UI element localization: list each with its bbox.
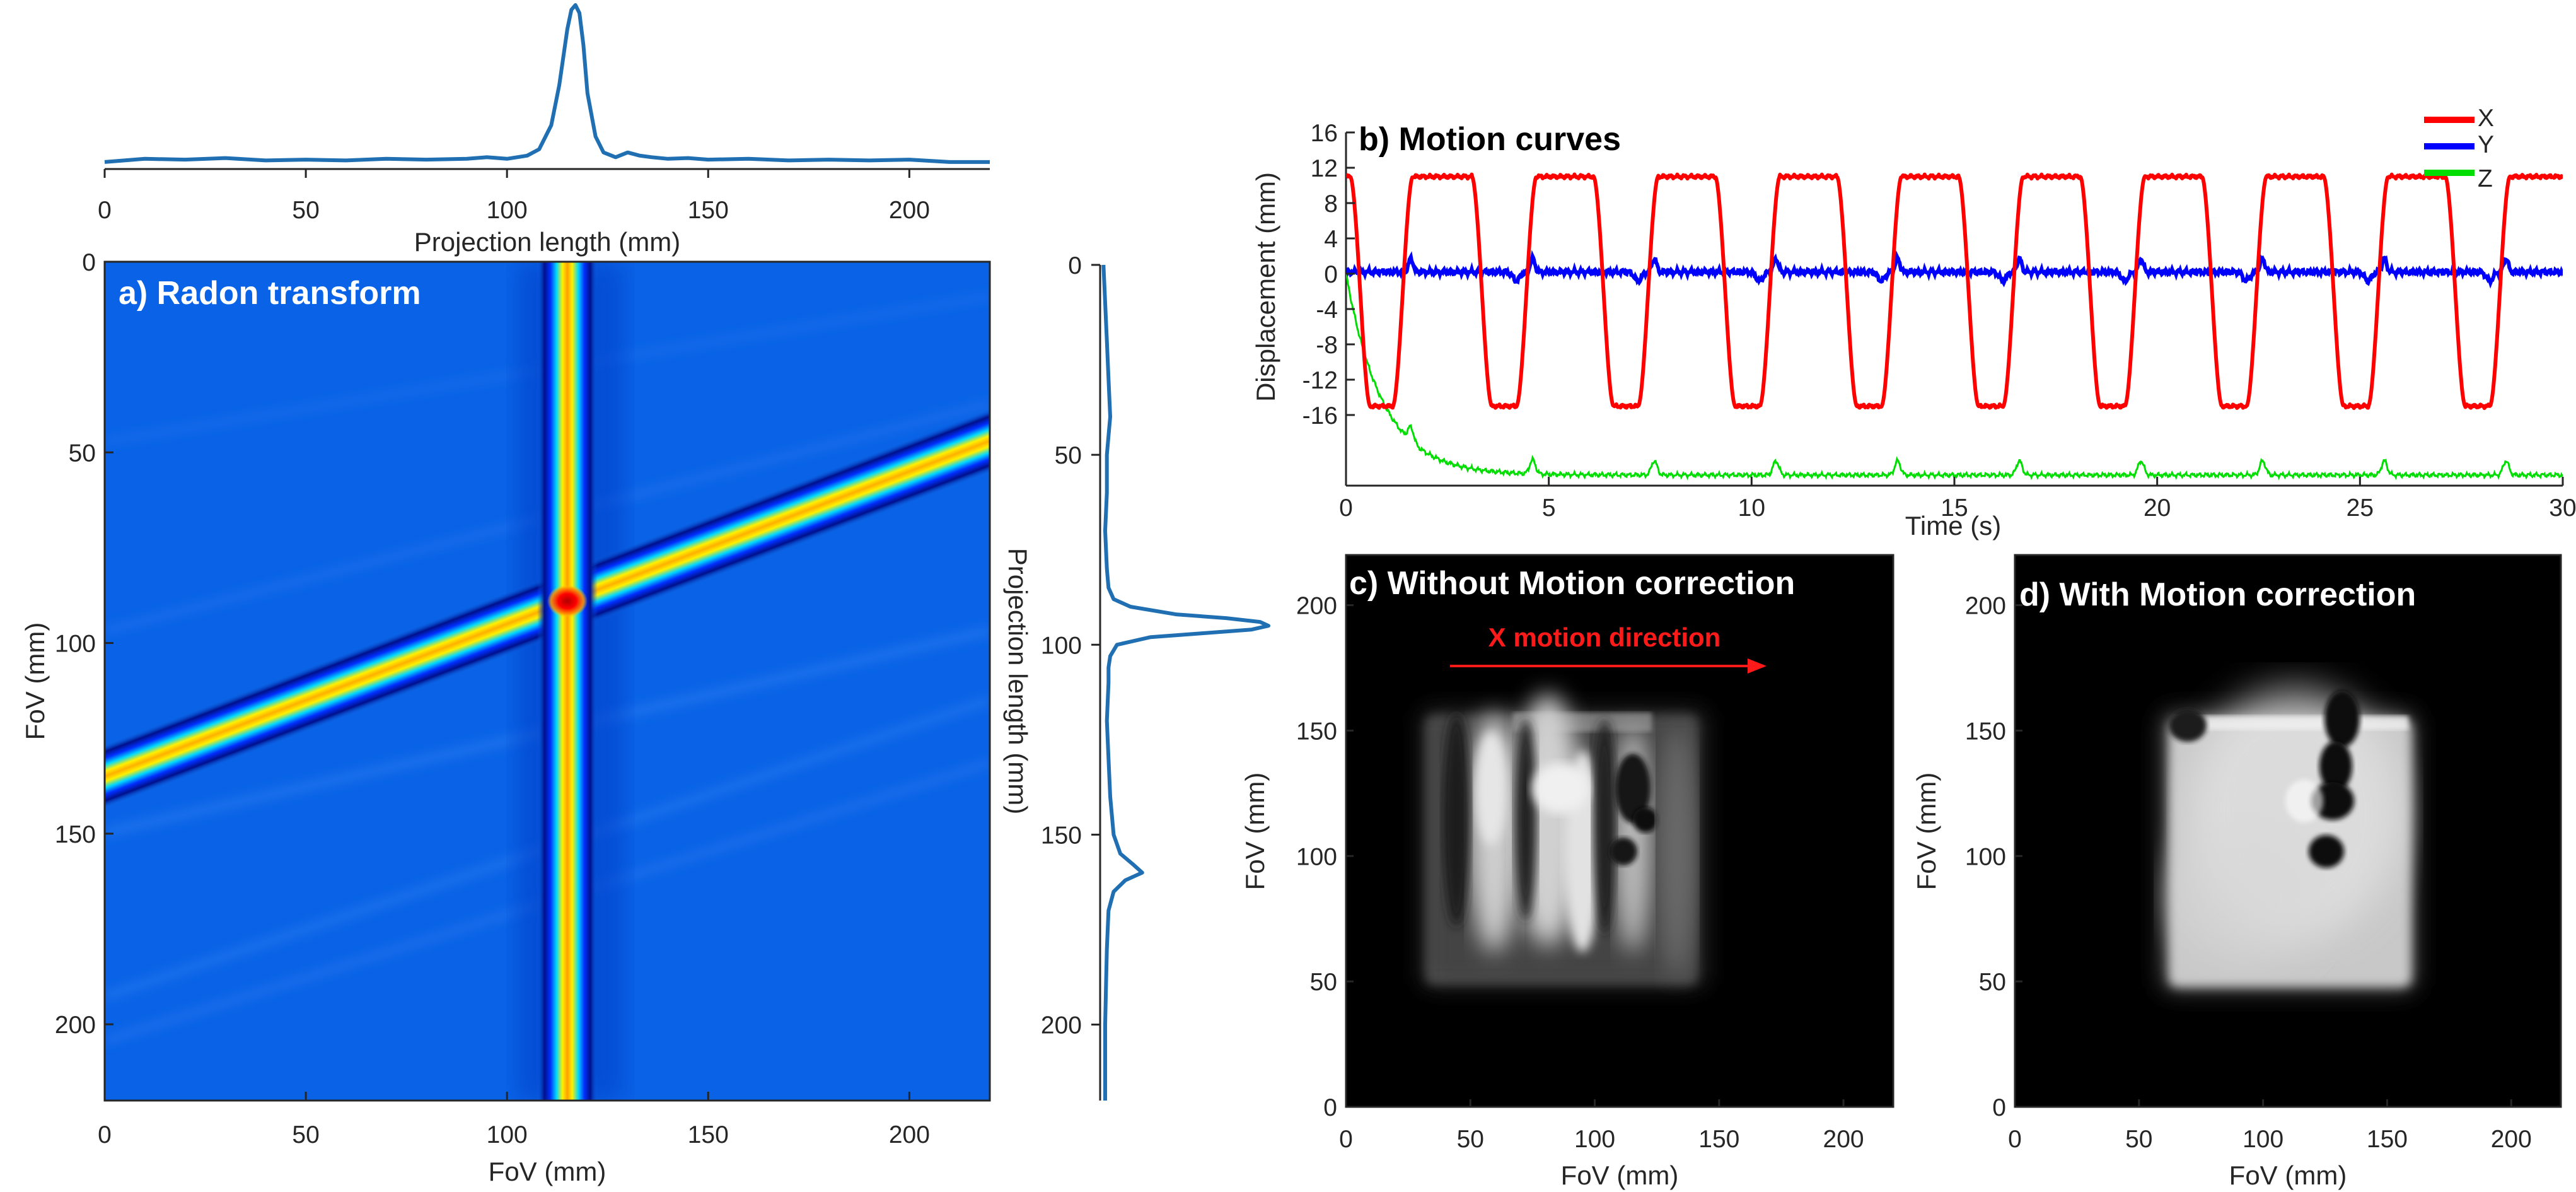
panel-c-ticks-y-tick-label: 100	[1296, 843, 1337, 870]
right-profile-tick-label: 50	[1055, 442, 1082, 469]
panel-d-ticks-x-tick-label: 0	[2008, 1126, 2022, 1153]
motion-y-tick-label: -12	[1303, 367, 1338, 394]
right-projection-profile: 0 50 100 150 200 Projection length (mm)	[1003, 252, 1270, 1101]
motion-y-tick-label: 12	[1311, 155, 1338, 182]
right-profile-tick-label: 200	[1041, 1012, 1082, 1039]
motion-series-z	[1346, 273, 2563, 481]
radon-y-tick-label: 100	[55, 631, 96, 658]
top-profile-tick-label: 100	[487, 197, 528, 224]
panel-d-ticks-y-tick-label: 100	[1965, 843, 2006, 870]
motion-y-tick-label: 8	[1324, 190, 1338, 218]
radon-ylabel: FoV (mm)	[20, 622, 50, 740]
radon-x-tick-label: 150	[688, 1121, 729, 1148]
panel-c-ticks-x-tick-label: 0	[1339, 1126, 1353, 1153]
motion-x-tick-label: 5	[1542, 494, 1556, 522]
panel-d-ticks-y-tick-label: 200	[1965, 593, 2006, 620]
panel-c-frame	[1345, 554, 1894, 1108]
panel-c-ticks-y-tick-label: 0	[1323, 1094, 1337, 1121]
radon-x-tick-label: 50	[292, 1121, 319, 1148]
panel-d-ticks-y-tick-label: 50	[1979, 969, 2006, 996]
panel-c-phantom-image	[1422, 694, 1705, 987]
panel-d-xlabel: FoV (mm)	[2229, 1160, 2347, 1190]
legend-x-label: X	[2478, 105, 2494, 132]
panel-d-title: d) With Motion correction	[2019, 576, 2416, 613]
top-profile-curve	[104, 3, 990, 164]
x-motion-arrow-head	[1748, 658, 1767, 674]
panel-d-ticks-x-tick-label: 100	[2242, 1126, 2283, 1153]
top-profile-tick-label: 0	[98, 197, 112, 224]
right-profile-curve	[1101, 264, 1270, 1101]
right-profile-tick-label: 150	[1041, 822, 1082, 849]
motion-curves-panel: 0 5 10 15 20 25 30 16 12 8 4 0 -4 -8 -12 -16 b) Motion …	[1251, 105, 2576, 540]
panel-c-ticks-x-tick-label: 50	[1457, 1126, 1484, 1153]
panel-c-title: c) Without Motion correction	[1349, 565, 1795, 602]
radon-y-tick-label: 0	[82, 249, 96, 276]
radon-x-tick-label: 0	[98, 1121, 112, 1148]
motion-y-tick-label: 16	[1311, 120, 1338, 147]
radon-vertical-line	[537, 262, 598, 1101]
motion-title: b) Motion curves	[1359, 121, 1621, 158]
panel-c-ticks-x-tick-label: 150	[1698, 1126, 1739, 1153]
top-projection-profile: 0 50 100 150 200 Projection length (mm)	[98, 3, 990, 257]
panel-d-phantom-image	[2162, 687, 2415, 990]
panel-d-ticks-x-tick-label: 50	[2125, 1126, 2152, 1153]
motion-y-tick-label: 0	[1324, 261, 1338, 288]
motion-x-tick-label: 10	[1738, 494, 1765, 522]
motion-legend: X Y Z	[2424, 105, 2494, 192]
panel-c-ylabel: FoV (mm)	[1240, 773, 1270, 891]
x-motion-annotation: X motion direction	[1450, 622, 1767, 674]
motion-x-tick-label: 25	[2347, 494, 2374, 522]
right-profile-ylabel: Projection length (mm)	[1003, 548, 1033, 814]
right-profile-tick-label: 100	[1041, 632, 1082, 659]
motion-ylabel: Displacement (mm)	[1251, 172, 1280, 402]
panel-c-ticks-x-tick-label: 200	[1823, 1126, 1864, 1153]
motion-x-tick-label: 20	[2144, 494, 2171, 522]
motion-y-tick-label: -16	[1303, 402, 1338, 429]
panel-d-ylabel: FoV (mm)	[1912, 773, 1941, 891]
radon-xlabel: FoV (mm)	[489, 1157, 606, 1186]
radon-x-tick-label: 100	[487, 1121, 528, 1148]
radon-y-tick-label: 50	[69, 440, 96, 467]
panel-d-ticks-x-tick-label: 150	[2367, 1126, 2408, 1153]
legend-z-label: Z	[2478, 165, 2493, 192]
with-correction-panel: d) With Motion correction 0 50 100 150 200 20…	[1912, 554, 2562, 1190]
motion-y-tick-label: -8	[1316, 332, 1338, 359]
radon-hotspot	[547, 585, 588, 618]
radon-title: a) Radon transform	[119, 275, 421, 312]
motion-series-y	[1346, 250, 2563, 289]
motion-series-x	[1346, 172, 2563, 411]
panel-d-ticks-x-tick-label: 200	[2491, 1126, 2532, 1153]
panel-c-ticks-x-tick-label: 100	[1574, 1126, 1615, 1153]
top-profile-xlabel: Projection length (mm)	[414, 227, 680, 257]
panel-c-ticks-y-tick-label: 200	[1296, 593, 1337, 620]
top-profile-tick-label: 50	[292, 197, 319, 224]
motion-y-tick-label: 4	[1324, 226, 1338, 253]
panel-c-ticks-y-tick-label: 50	[1310, 969, 1337, 996]
top-profile-tick-label: 150	[688, 197, 729, 224]
radon-y-tick-label: 150	[55, 821, 96, 848]
motion-x-tick-label: 30	[2549, 494, 2576, 522]
panel-c-xlabel: FoV (mm)	[1561, 1160, 1679, 1190]
top-profile-tick-label: 200	[889, 197, 930, 224]
radon-frame	[103, 260, 991, 1102]
radon-transform-panel: a) Radon transform 0 0 50 50 100 100 150 150 200…	[20, 249, 991, 1186]
legend-y-label: Y	[2478, 131, 2494, 158]
right-profile-tick-label: 0	[1068, 252, 1082, 279]
without-correction-panel: c) Without Motion correction X motion di…	[1240, 554, 1894, 1190]
motion-x-tick-label: 0	[1339, 494, 1353, 522]
motion-y-tick-label: -4	[1316, 296, 1338, 324]
panel-d-frame	[2014, 554, 2562, 1108]
panel-d-ticks-y-tick-label: 150	[1965, 718, 2006, 745]
radon-y-tick-label: 200	[55, 1012, 96, 1039]
x-motion-label: X motion direction	[1488, 622, 1721, 652]
motion-xlabel: Time (s)	[1905, 511, 2001, 540]
panel-d-ticks-y-tick-label: 0	[1992, 1094, 2006, 1121]
motion-x-tick-label: 15	[1941, 494, 1968, 522]
radon-x-tick-label: 200	[889, 1121, 930, 1148]
panel-c-ticks-y-tick-label: 150	[1296, 718, 1337, 745]
